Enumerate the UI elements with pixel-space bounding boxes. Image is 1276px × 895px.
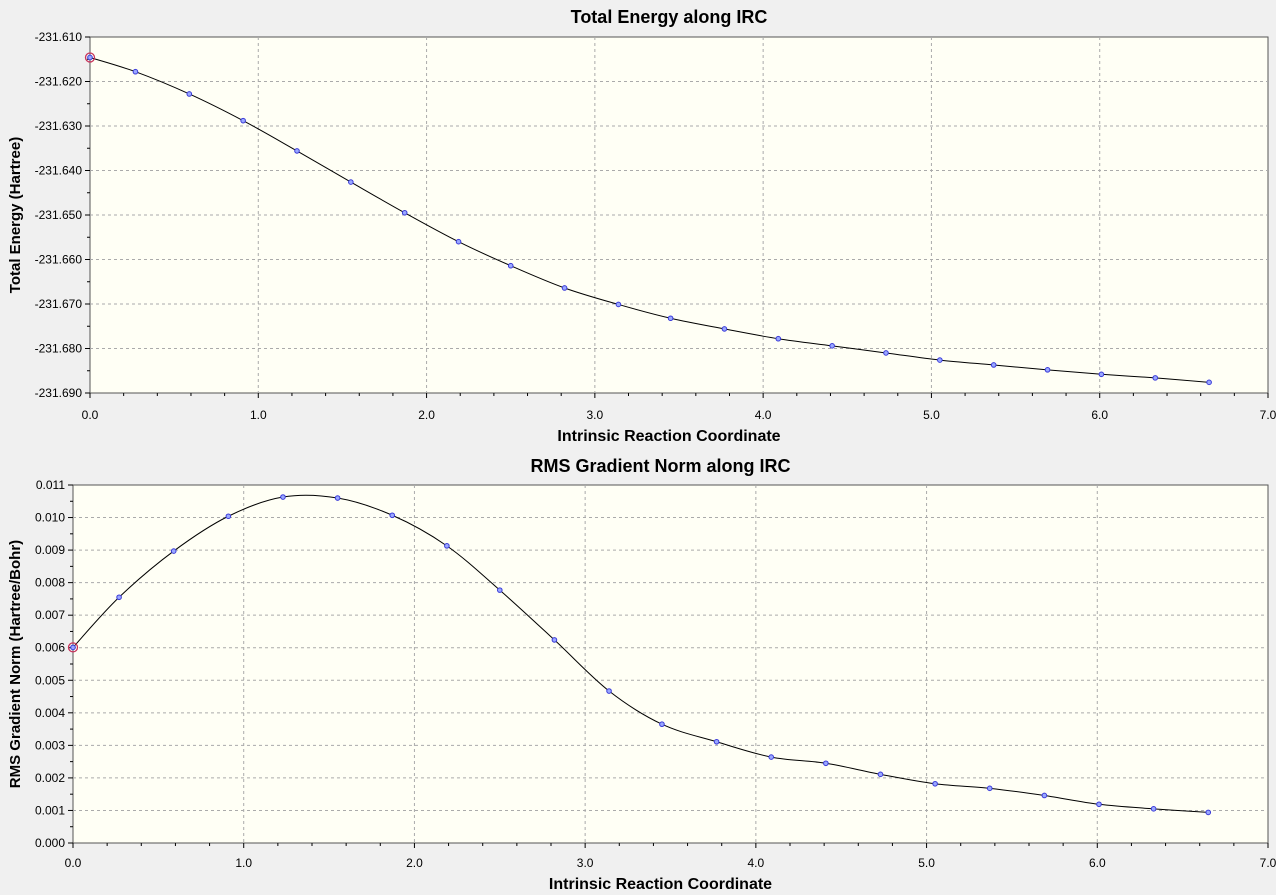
chart1-y-tick-label: -231.650 (35, 208, 83, 222)
chart1-series-line (89, 56, 1210, 383)
chart2-data-point[interactable] (334, 495, 341, 501)
chart1-x-tick-label: 0.0 (82, 408, 99, 422)
chart1-data-point[interactable] (240, 117, 246, 124)
chart2-y-tick-label: 0.002 (35, 771, 65, 785)
chart2-data-point[interactable] (170, 548, 177, 554)
chart2-data-point[interactable] (70, 644, 76, 651)
chart2-data-point[interactable] (606, 688, 612, 694)
chart1-y-tick-label: -231.630 (35, 119, 83, 133)
chart2-x-tick-label: 2.0 (406, 856, 423, 870)
chart2-y-tick-label: 0.001 (35, 803, 65, 817)
chart2-y-tick-label: 0.006 (35, 641, 65, 655)
chart2-x-tick-label: 7.0 (1260, 856, 1276, 870)
chart1-x-tick-label: 7.0 (1260, 408, 1276, 422)
chart1-data-point[interactable] (294, 148, 300, 154)
chart2-data-point[interactable] (1096, 801, 1102, 808)
chart2-y-tick-label: 0.009 (35, 543, 65, 557)
chart2-data-point[interactable] (496, 587, 503, 593)
chart2-x-tick-label: 3.0 (577, 856, 594, 870)
chart2-data-point[interactable] (444, 543, 450, 549)
chart1-y-axis-label: Total Energy (Hartree) (7, 137, 24, 293)
chart1-y-tick-label: -231.670 (35, 297, 83, 311)
chart2-y-tick-label: 0.003 (35, 738, 65, 752)
chart2-x-axis-label: Intrinsic Reaction Coordinate (549, 876, 772, 893)
chart1-highlight-ring (84, 52, 96, 63)
chart1-data-point[interactable] (721, 326, 728, 332)
chart1-data-point[interactable] (348, 179, 354, 185)
chart1-data-point[interactable] (883, 350, 889, 356)
chart1-data-point[interactable] (561, 285, 568, 291)
chart1-data-point[interactable] (1206, 379, 1212, 386)
chart1-y-tick-label: -231.660 (35, 253, 83, 267)
chart2-x-tick-label: 1.0 (235, 856, 252, 870)
chart2-data-point[interactable] (768, 754, 775, 760)
chart1-data-point[interactable] (1098, 371, 1105, 378)
chart1-data-point[interactable] (401, 209, 408, 216)
chart2-data-point[interactable] (1041, 792, 1048, 799)
chart2-y-axis-label: RMS Gradient Norm (Hartree/Bohr) (7, 540, 24, 788)
chart2-data-point[interactable] (713, 738, 720, 745)
chart1-x-tick-label: 4.0 (755, 408, 772, 422)
chart1-data-point[interactable] (87, 54, 93, 61)
chart1-x-axis-label: Intrinsic Reaction Coordinate (557, 428, 780, 445)
chart2: 0.0 1.0 2.0 3.0 4.0 5.0 6.0 7.0 0.000 0.001 0.002 0… (7, 456, 1276, 893)
chart1-x-tick-label: 3.0 (587, 408, 604, 422)
chart2-data-point[interactable] (1150, 806, 1157, 812)
chart1-y-tick-label: -231.680 (35, 342, 83, 356)
chart1-y-tick-label: -231.620 (35, 75, 83, 89)
chart1-y-tick-label: -231.640 (35, 164, 83, 178)
chart2-data-point[interactable] (986, 785, 993, 792)
chart1-y-tick-label: -231.690 (35, 386, 83, 400)
chart1-y-tick-label: -231.610 (35, 30, 83, 44)
chart2-plot-area (72, 484, 1269, 844)
chart2-x-tick-label: 0.0 (65, 856, 82, 870)
chart1-data-point[interactable] (132, 68, 139, 75)
chart1-data-point[interactable] (667, 315, 674, 322)
chart2-x-tick-label: 6.0 (1089, 856, 1106, 870)
chart1-x-tick-label: 6.0 (1091, 408, 1108, 422)
chart1-data-point[interactable] (775, 335, 782, 342)
chart2-data-point[interactable] (225, 513, 232, 520)
chart2-highlight-ring (67, 642, 79, 653)
chart2-y-tick-label: 0.010 (35, 511, 65, 525)
chart1-data-point[interactable] (1152, 375, 1159, 381)
chart2-x-tick-label: 5.0 (918, 856, 935, 870)
chart1-data-point[interactable] (1044, 367, 1051, 373)
chart2-y-tick-label: 0.005 (35, 673, 65, 687)
chart2-y-tick-label: 0.011 (36, 478, 65, 492)
chart2-data-point[interactable] (659, 721, 665, 728)
chart1-data-point[interactable] (615, 301, 622, 308)
chart2-title: RMS Gradient Norm along IRC (530, 456, 790, 476)
chart2-y-tick-label: 0.004 (35, 706, 65, 720)
chart2-data-point[interactable] (1205, 809, 1212, 816)
chart1-x-tick-label: 1.0 (250, 408, 267, 422)
chart1-data-point[interactable] (507, 262, 514, 269)
chart1-data-point[interactable] (455, 238, 462, 245)
chart2-y-tick-label: 0.000 (35, 836, 65, 850)
chart1-data-point[interactable] (186, 91, 193, 97)
chart1-x-tick-label: 5.0 (923, 408, 940, 422)
chart2-y-tick-label: 0.008 (35, 576, 65, 590)
chart1-data-point[interactable] (990, 362, 997, 368)
chart2-data-point[interactable] (116, 594, 122, 601)
chart2-series-line (72, 494, 1209, 813)
chart2-y-tick-label: 0.007 (35, 608, 65, 622)
chart1-title: Total Energy along IRC (571, 7, 768, 27)
chart2-data-point[interactable] (551, 637, 558, 643)
chart1-data-point[interactable] (937, 357, 943, 363)
chart2-data-point[interactable] (389, 512, 396, 519)
chart2-data-point[interactable] (932, 780, 938, 787)
chart2-data-point[interactable] (823, 760, 829, 767)
chart2-x-tick-label: 4.0 (748, 856, 765, 870)
chart2-data-point[interactable] (877, 771, 884, 778)
chart2-data-point[interactable] (280, 494, 286, 500)
chart1-x-tick-label: 2.0 (418, 408, 435, 422)
chart1-data-point[interactable] (829, 343, 835, 349)
chart1: 0.0 1.0 2.0 3.0 4.0 5.0 6.0 7.0 -231.610 -231.620… (7, 7, 1276, 445)
